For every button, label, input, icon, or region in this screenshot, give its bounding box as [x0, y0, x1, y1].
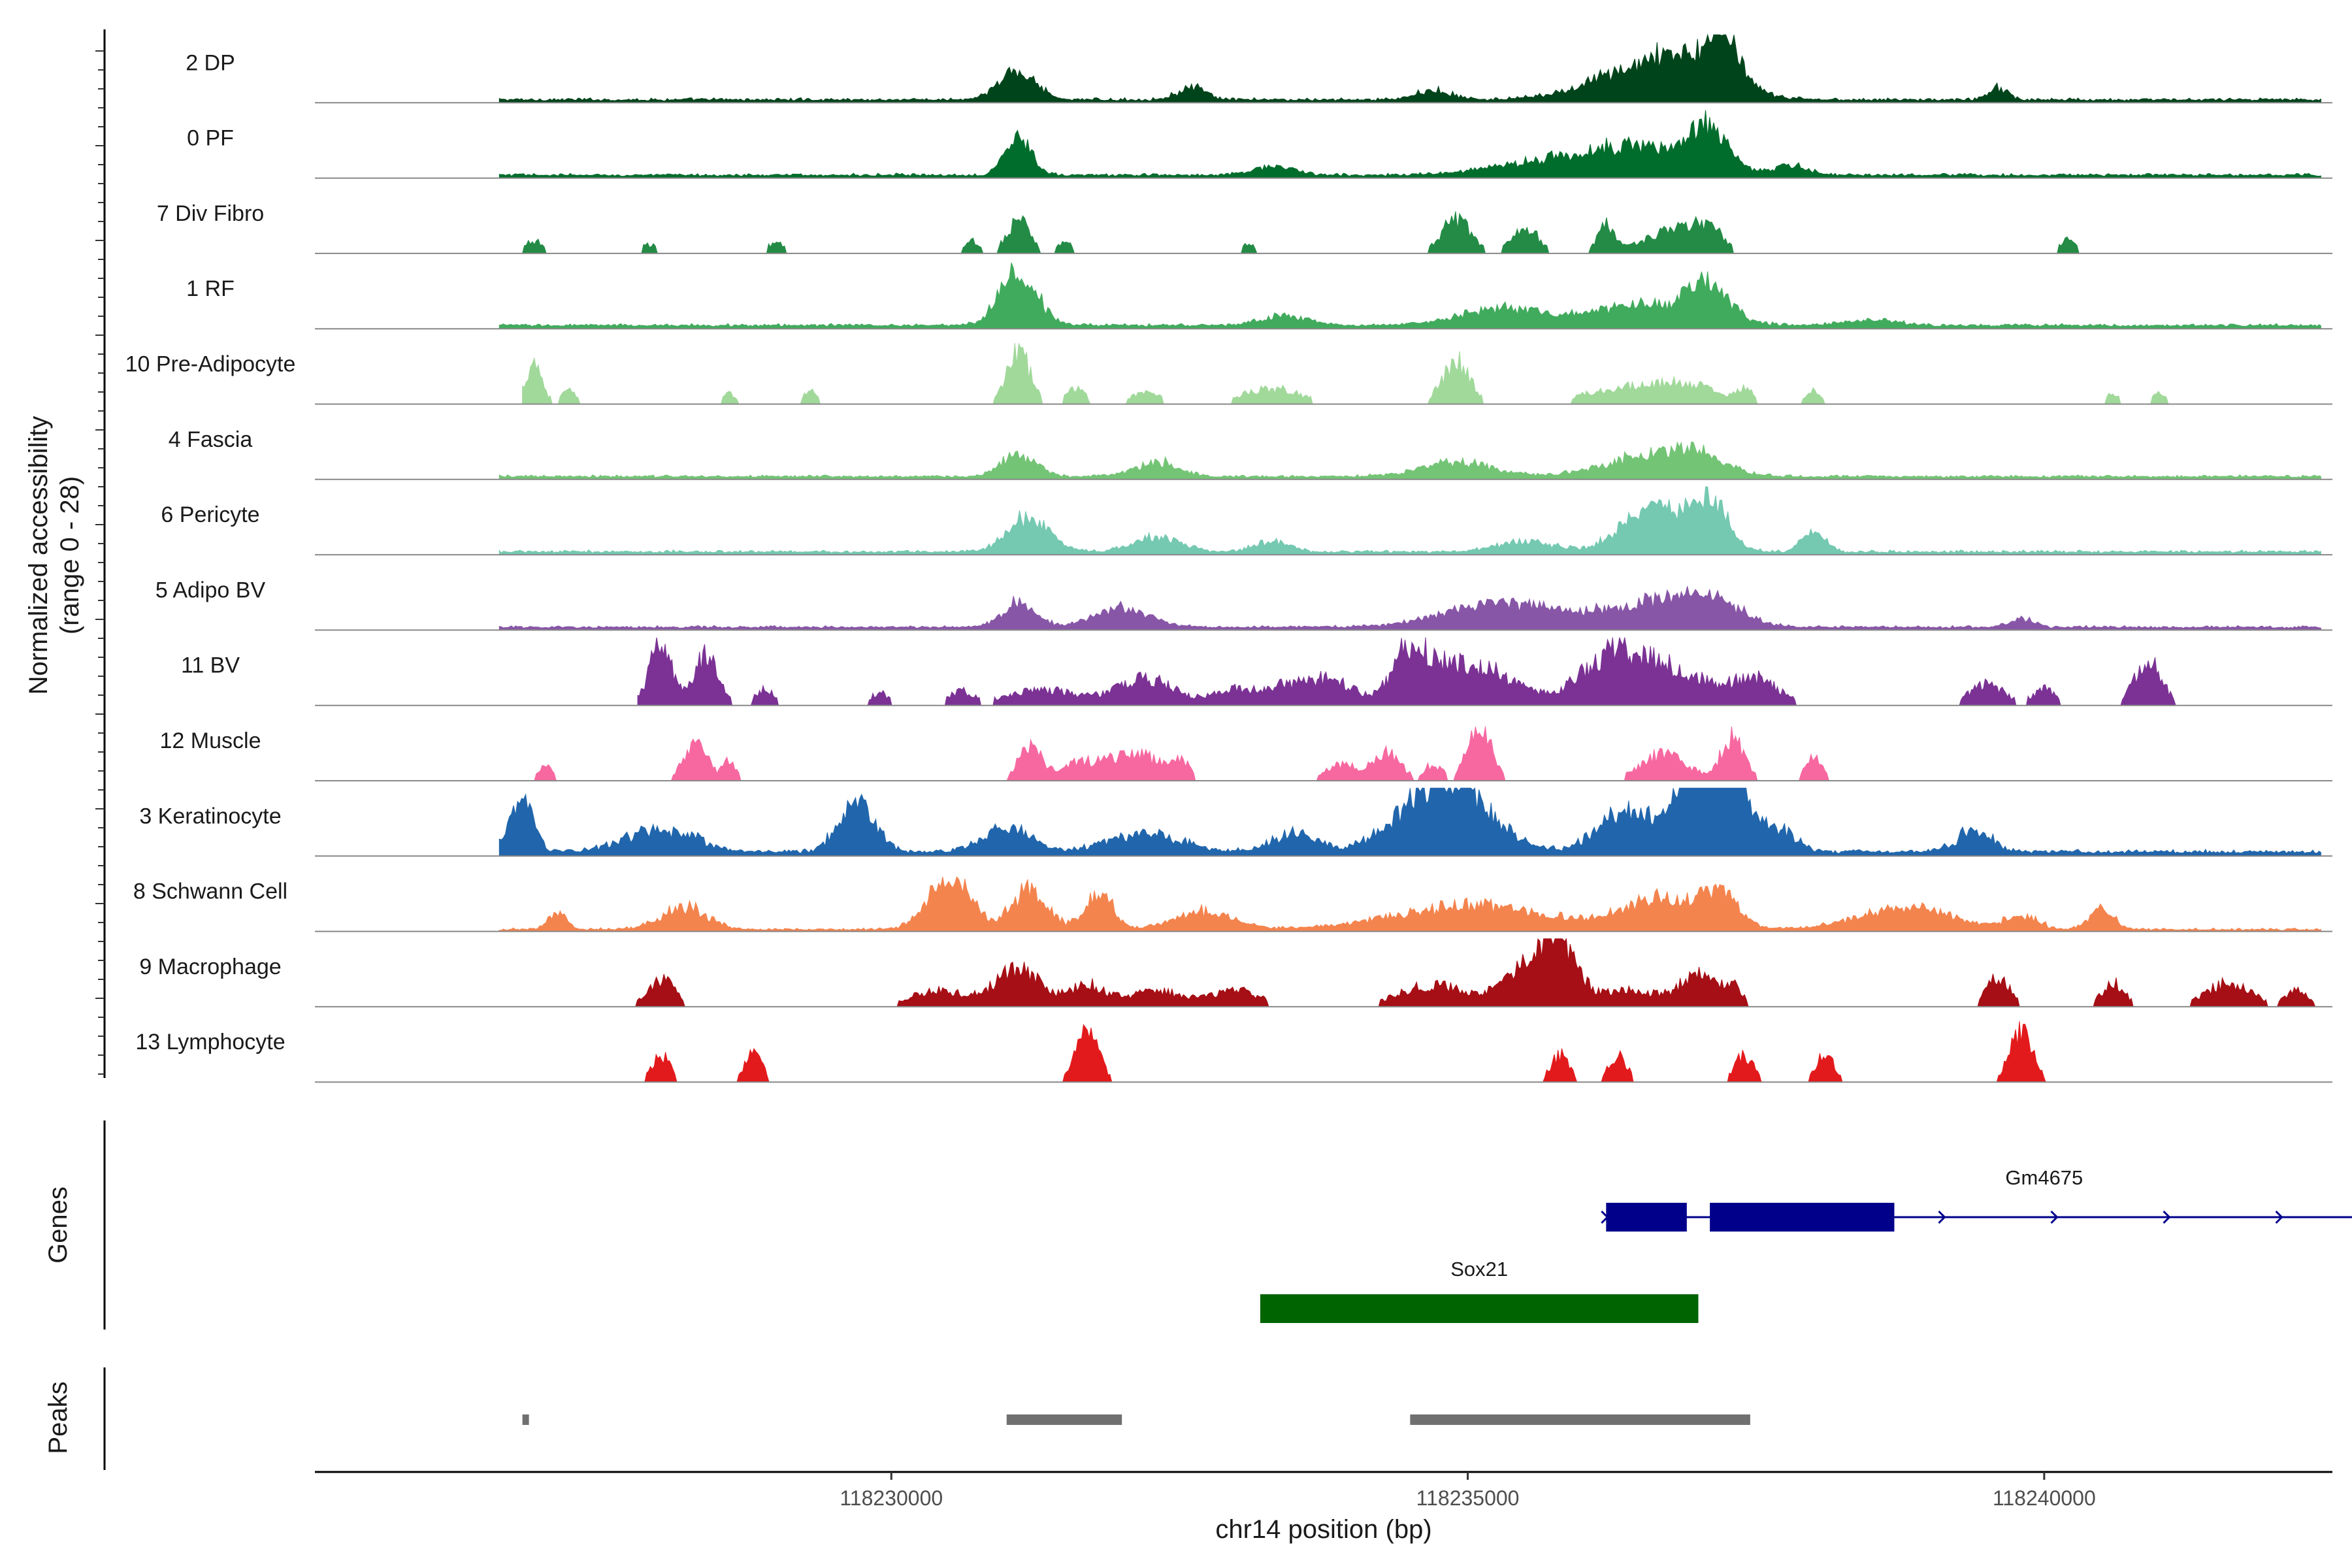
- genes-panel: Gm4675 Sox21: [1260, 1166, 2352, 1323]
- track-10: 12 Muscle: [160, 726, 2332, 781]
- track-13: 9 Macrophage: [139, 938, 2332, 1007]
- track-11: 3 Keratinocyte: [139, 787, 2332, 857]
- peak-region: [1006, 1414, 1122, 1425]
- strand-arrow: [1938, 1210, 1946, 1224]
- track-label: 9 Macrophage: [139, 955, 281, 979]
- track-label: 1 RF: [186, 276, 235, 301]
- track-label: 2 DP: [186, 50, 235, 75]
- gene-exon: [1606, 1203, 1687, 1232]
- y-axis-range: (range 0 - 28): [56, 476, 84, 634]
- coverage-area: [498, 486, 2321, 555]
- track-label: 10 Pre-Adipocyte: [125, 352, 296, 377]
- coverage-y-ticks: [95, 50, 105, 1075]
- track-1: 2 DP: [186, 33, 2332, 104]
- track-14: 13 Lymphocyte: [135, 1021, 2332, 1083]
- x-tick-label: 118230000: [840, 1486, 943, 1510]
- track-label: 8 Schwann Cell: [133, 879, 287, 904]
- track-label: 6 Pericyte: [161, 502, 259, 527]
- coverage-area: [498, 33, 2321, 103]
- peaks-panel-title: Peaks: [44, 1381, 73, 1454]
- track-label: 13 Lymphocyte: [135, 1030, 285, 1054]
- track-3: 7 Div Fibro: [157, 201, 2332, 254]
- coverage-tracks: 2 DP 0 PF 7 Div Fibro 1 RF 10 Pre-Adipocyte 4…: [125, 33, 2332, 1083]
- track-label: 12 Muscle: [160, 728, 261, 753]
- gene-label: Sox21: [1450, 1258, 1508, 1281]
- coverage-area: [498, 586, 2321, 630]
- track-label: 11 BV: [181, 653, 240, 678]
- coverage-area: [498, 876, 2321, 932]
- x-axis-ticks: 118230000 118235000 118240000: [840, 1472, 2096, 1510]
- track-4: 1 RF: [186, 262, 2332, 330]
- strand-arrow: [2163, 1210, 2171, 1224]
- coverage-area: [498, 441, 2321, 480]
- track-7: 6 Pericyte: [161, 486, 2332, 556]
- track-2: 0 PF: [187, 110, 2332, 179]
- track-12: 8 Schwann Cell: [133, 876, 2332, 932]
- x-axis-title: chr14 position (bp): [1215, 1515, 1431, 1544]
- track-9: 11 BV: [181, 637, 2332, 706]
- strand-arrow: [2275, 1210, 2283, 1224]
- x-tick-label: 118235000: [1416, 1486, 1520, 1510]
- gene-exon: [1260, 1294, 1699, 1323]
- track-5: 10 Pre-Adipocyte: [125, 342, 2332, 405]
- track-8: 5 Adipo BV: [155, 578, 2332, 631]
- peak-region: [1410, 1414, 1750, 1425]
- gene-sox21: Sox21: [1260, 1258, 1699, 1323]
- track-label: 4 Fascia: [169, 427, 253, 452]
- y-axis-title: Normalized accessibility: [24, 416, 53, 695]
- coverage-area: [498, 110, 2321, 179]
- strand-arrow: [2050, 1210, 2059, 1224]
- genes-panel-title: Genes: [44, 1186, 73, 1264]
- gene-label: Gm4675: [2005, 1166, 2083, 1189]
- gene-exon: [1710, 1203, 1895, 1232]
- coverage-area: [498, 787, 2321, 857]
- peaks-panel: [522, 1414, 1750, 1425]
- track-label: 0 PF: [187, 126, 234, 151]
- track-label: 3 Keratinocyte: [139, 804, 281, 828]
- gene-gm4675: Gm4675: [1601, 1166, 2352, 1232]
- track-6: 4 Fascia: [169, 427, 2332, 480]
- coverage-area: [498, 262, 2321, 329]
- track-label: 7 Div Fibro: [157, 201, 264, 226]
- track-label: 5 Adipo BV: [155, 578, 266, 602]
- x-tick-label: 118240000: [1993, 1486, 2096, 1510]
- peak-region: [522, 1414, 529, 1425]
